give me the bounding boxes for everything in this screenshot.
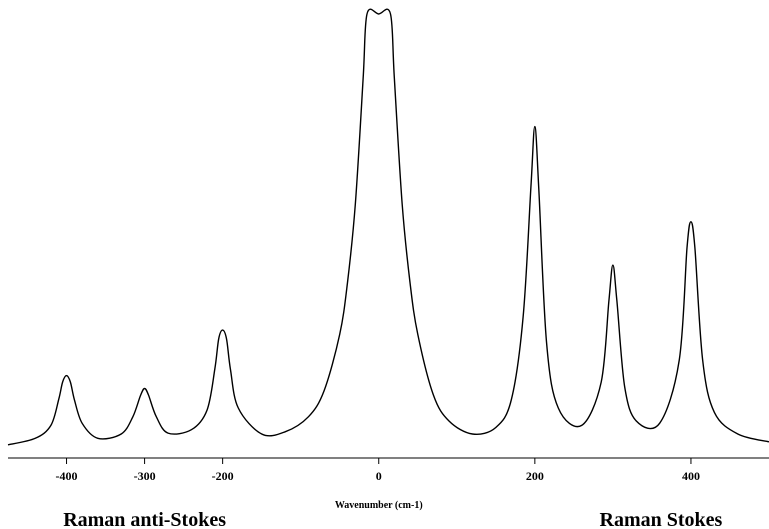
x-axis-label: Wavenumber (cm-1) bbox=[335, 500, 423, 511]
x-tick-label: 400 bbox=[682, 469, 700, 483]
anti-stokes-label: Raman anti-Stokes bbox=[63, 509, 226, 529]
x-tick-label: 0 bbox=[376, 469, 382, 483]
stokes-label: Raman Stokes bbox=[600, 509, 723, 529]
x-tick-label: -300 bbox=[134, 469, 156, 483]
x-axis-ticks: -400 -300 -200 0 200 400 bbox=[56, 458, 700, 483]
plot-area bbox=[7, 8, 769, 446]
x-tick-label: 200 bbox=[526, 469, 544, 483]
spectrum-series-line bbox=[7, 8, 769, 446]
x-tick-label: -200 bbox=[212, 469, 234, 483]
x-tick-label: -400 bbox=[56, 469, 78, 483]
